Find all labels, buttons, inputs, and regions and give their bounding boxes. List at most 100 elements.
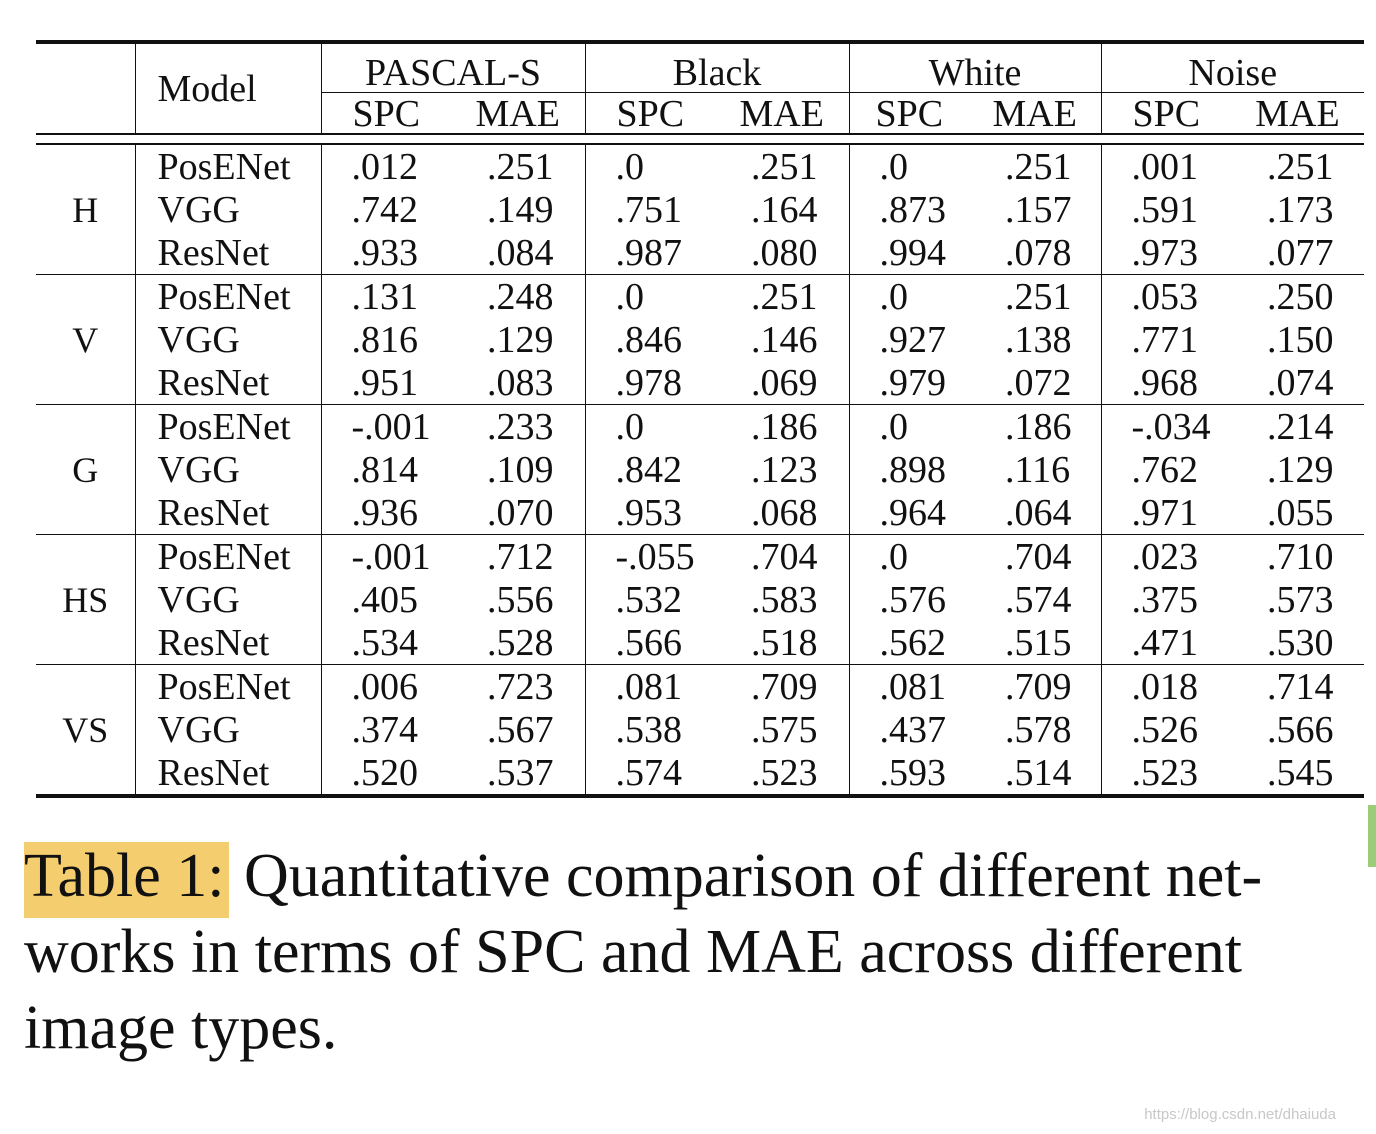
spc-value: .846 bbox=[615, 318, 683, 361]
mae-value: .251 bbox=[1267, 145, 1334, 188]
mae-value: .109 bbox=[451, 448, 586, 491]
spc-value: .131 bbox=[321, 274, 451, 318]
spc-value: .979 bbox=[879, 361, 947, 404]
mae-value: .523 bbox=[715, 751, 850, 796]
spc-value: .562 bbox=[879, 621, 947, 664]
mae-value: .055 bbox=[1267, 491, 1334, 534]
spc-value: .374 bbox=[351, 708, 419, 751]
model-header: Model bbox=[135, 44, 322, 134]
mae-value: .567 bbox=[451, 708, 586, 751]
table-row: ResNet .933 .084 .987 .080 .994 .078 .973 .077 bbox=[36, 231, 1364, 275]
spc-value: .973 bbox=[1131, 231, 1199, 274]
spc-value: .964 bbox=[879, 491, 947, 534]
spc-value: .933 bbox=[351, 231, 419, 274]
mae-value: .556 bbox=[451, 578, 586, 621]
spc-value: .591 bbox=[1131, 188, 1199, 231]
mae-value: .709 bbox=[715, 664, 850, 708]
model-name: ResNet bbox=[135, 361, 322, 405]
mae-value: .537 bbox=[451, 751, 586, 796]
caption-text-1: Quantitative comparison of different net… bbox=[244, 842, 1263, 910]
mae-value: .528 bbox=[451, 621, 586, 665]
caption-label: Table 1: bbox=[24, 842, 229, 918]
dataset-header: Black bbox=[585, 44, 850, 93]
caption-line-3: image types. bbox=[24, 994, 338, 1062]
mae-value: .566 bbox=[1267, 708, 1334, 751]
mae-value: .149 bbox=[451, 188, 586, 231]
mae-value: .129 bbox=[1267, 448, 1334, 491]
spc-value: .742 bbox=[351, 188, 419, 231]
results-table: Model PASCAL-S Black White Noise SPC MAE… bbox=[36, 40, 1364, 800]
spc-value: -.001 bbox=[321, 404, 451, 448]
mae-value: .578 bbox=[969, 708, 1102, 751]
spc-value: -.001 bbox=[321, 534, 451, 578]
model-name: VGG bbox=[135, 708, 322, 751]
spc-value: -.034 bbox=[1101, 404, 1231, 448]
mae-value: .575 bbox=[715, 708, 850, 751]
dataset-header: White bbox=[849, 44, 1102, 93]
model-name: VGG bbox=[135, 188, 322, 231]
spc-value: .593 bbox=[879, 751, 947, 794]
model-name: ResNet bbox=[135, 621, 322, 665]
spc-value: .012 bbox=[351, 145, 419, 188]
mae-value: .214 bbox=[1231, 404, 1364, 448]
model-name: PosENet bbox=[135, 144, 322, 188]
model-name: ResNet bbox=[135, 231, 322, 275]
mae-value: .723 bbox=[451, 664, 586, 708]
spc-value: .751 bbox=[615, 188, 683, 231]
spc-value: .0 bbox=[849, 404, 969, 448]
spc-value: .437 bbox=[879, 708, 947, 751]
mae-value: .116 bbox=[969, 448, 1102, 491]
spc-value: .987 bbox=[615, 231, 683, 274]
mae-value: .710 bbox=[1231, 534, 1364, 578]
spc-value: .018 bbox=[1101, 664, 1231, 708]
model-name: PosENet bbox=[135, 534, 322, 578]
mae-value: .129 bbox=[451, 318, 586, 361]
mae-value: .518 bbox=[715, 621, 850, 665]
spc-value: .375 bbox=[1131, 578, 1199, 621]
mae-value: .514 bbox=[969, 751, 1102, 796]
mae-value: .078 bbox=[969, 231, 1102, 275]
spc-value: .994 bbox=[879, 231, 947, 274]
mae-value: .251 bbox=[451, 144, 586, 188]
metric-header: MAE bbox=[715, 92, 850, 134]
mae-value: .186 bbox=[969, 404, 1102, 448]
spc-value: .0 bbox=[585, 404, 715, 448]
spc-value: .936 bbox=[351, 491, 419, 534]
margin-annotation-mark bbox=[1368, 805, 1376, 867]
spc-value: .771 bbox=[1131, 318, 1199, 361]
metric-header: MAE bbox=[451, 92, 586, 134]
group-label: HS bbox=[36, 534, 136, 665]
metric-header: MAE bbox=[969, 92, 1102, 134]
bottom-rule bbox=[36, 794, 1364, 800]
table-row: H PosENet .012 .251 .0 .251 .0 .251 .001 .251 bbox=[36, 144, 1364, 275]
spc-value: .951 bbox=[351, 361, 419, 404]
spc-value: .0 bbox=[615, 145, 645, 188]
table-row: VGG .374 .567 .538 .575 .437 .578 .526 .566 bbox=[36, 708, 1364, 751]
mae-value: .251 bbox=[715, 274, 850, 318]
dataset-header: PASCAL-S bbox=[321, 44, 586, 93]
spc-value: .532 bbox=[615, 578, 683, 621]
table-row: V PosENet .131.248.0.251.0.251.053.250 bbox=[36, 274, 1364, 405]
mae-value: .251 bbox=[715, 144, 850, 188]
spc-value: .814 bbox=[351, 448, 419, 491]
mae-value: .233 bbox=[451, 404, 586, 448]
mae-value: .080 bbox=[715, 231, 850, 275]
mae-value: .704 bbox=[969, 534, 1102, 578]
spc-value: .405 bbox=[351, 578, 419, 621]
header-double-rule bbox=[36, 133, 1364, 145]
spc-value: .023 bbox=[1101, 534, 1231, 578]
group-label: VS bbox=[36, 664, 136, 796]
dataset-header: Noise bbox=[1101, 44, 1364, 93]
table-row: HS PosENet -.001.712 -.055.704.0.704.023.71… bbox=[36, 534, 1364, 665]
mae-value: .123 bbox=[715, 448, 850, 491]
table-row: VGG .816 .129 .846 .146 .927 .138 .771 .150 bbox=[36, 318, 1364, 361]
mae-value: .138 bbox=[969, 318, 1102, 361]
model-name: ResNet bbox=[135, 751, 322, 796]
mae-value: .583 bbox=[715, 578, 850, 621]
table-row: VS PosENet .006.723.081.709.081.709.018.71… bbox=[36, 664, 1364, 796]
mae-value: .077 bbox=[1267, 231, 1334, 274]
table-row: VGG .814 .109 .842 .123 .898 .116 .762 .129 bbox=[36, 448, 1364, 491]
corner-cell bbox=[36, 44, 136, 134]
mae-value: .164 bbox=[715, 188, 850, 231]
spc-value: .927 bbox=[879, 318, 947, 361]
